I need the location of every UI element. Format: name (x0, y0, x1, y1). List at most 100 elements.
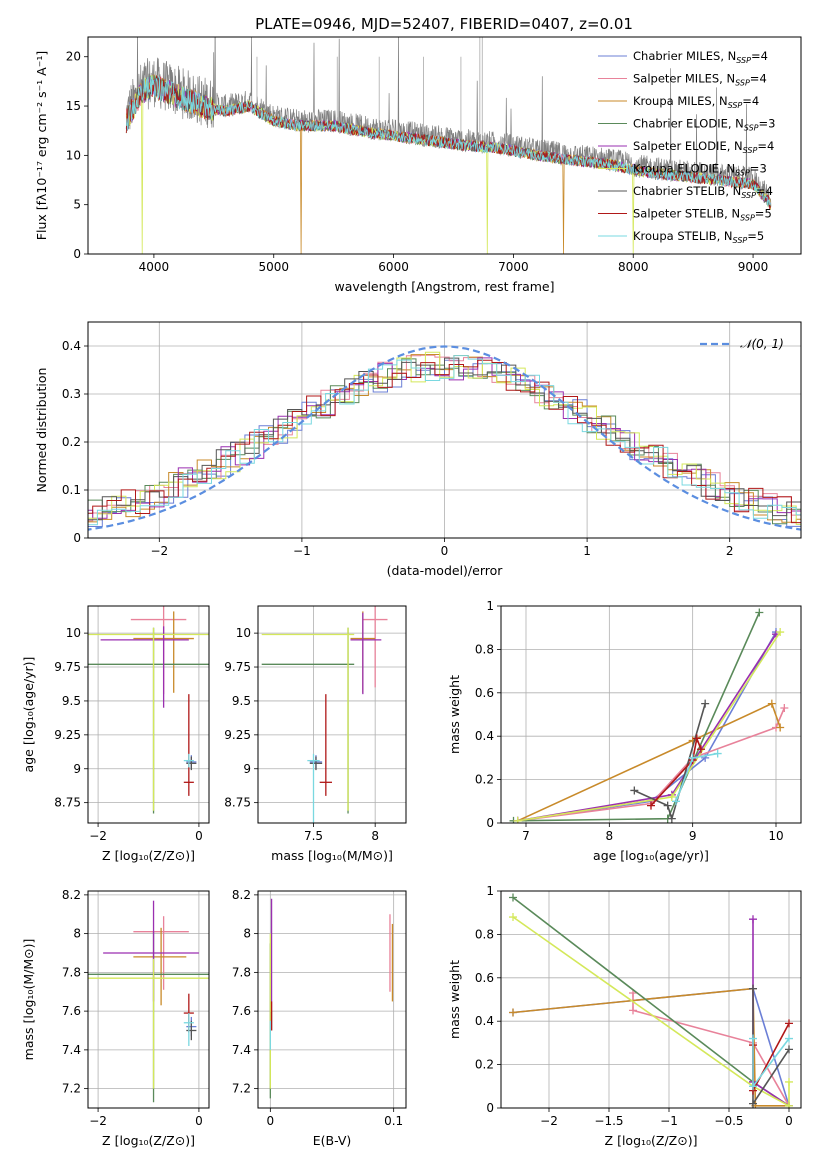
x-tick-label: 5000 (258, 260, 289, 274)
plot-area (258, 606, 406, 823)
series-marker (785, 1019, 793, 1028)
y-tick-label: 7.2 (62, 1082, 81, 1096)
y-tick-label: 0.6 (475, 686, 494, 700)
data-point-7 (319, 694, 332, 796)
series-marker (647, 801, 655, 810)
legend-model-name: Chabrier ELODIE (633, 117, 728, 131)
x-axis-label: Z [log₁₀(Z/Z⊙)] (605, 1133, 698, 1148)
series-marker (785, 1045, 793, 1054)
y-tick-label: 0 (73, 247, 81, 261)
x-tick-label: 4000 (139, 260, 170, 274)
y-tick-label: 7.6 (62, 1004, 81, 1018)
y-tick-label: 8 (73, 927, 81, 941)
y-tick-label: 15 (66, 99, 81, 113)
x-tick-label: 0 (441, 544, 449, 558)
plot-content (258, 606, 406, 823)
series-line-6 (633, 703, 706, 822)
y-tick-label: 1 (486, 884, 494, 898)
y-tick-label: 10 (236, 626, 251, 640)
y-tick-label: 7.8 (62, 965, 81, 979)
data-point-8 (307, 753, 320, 823)
legend-entry: Chabrier ELODIE, NSSP=3 (633, 117, 775, 133)
series-marker (785, 1034, 793, 1043)
series-marker (667, 814, 676, 823)
data-point-6 (309, 756, 323, 771)
y-tick-label: 8.75 (54, 796, 81, 810)
y-tick-label: 0.1 (62, 483, 81, 497)
series-marker (513, 816, 522, 823)
y-tick-label: 9.75 (224, 660, 251, 674)
x-axis-label: Z [log₁₀(Z/Z⊙)] (102, 848, 195, 863)
legend-model-name: Chabrier MILES (633, 49, 720, 63)
y-tick-label: 0.2 (62, 435, 81, 449)
x-tick-label: 9000 (738, 260, 769, 274)
x-tick-label: 0 (785, 1114, 793, 1128)
series-marker (629, 1006, 637, 1015)
x-tick-label: 6000 (378, 260, 409, 274)
series-marker (780, 703, 789, 712)
legend-entry: Salpeter STELIB, NSSP=5 (633, 207, 772, 223)
x-tick-label: 10 (768, 829, 783, 843)
x-tick-label: −2 (150, 544, 168, 558)
legend-entry: Salpeter ELODIE, NSSP=4 (633, 139, 774, 155)
x-axis-label: wavelength [Angstrom, rest frame] (334, 279, 554, 294)
series-marker (776, 628, 785, 637)
residual-histogram-8 (88, 355, 801, 526)
data-point-2 (133, 927, 187, 1006)
y-tick-label: 9 (243, 762, 251, 776)
series-marker (630, 786, 639, 795)
figure-title: PLATE=0946, MJD=52407, FIBERID=0407, z=0… (255, 15, 633, 33)
legend-model-name: Kroupa ELODIE (633, 162, 719, 176)
normal-reference-curve (88, 345, 801, 531)
y-axis-label: mass weight (447, 960, 462, 1039)
y-tick-label: 0.4 (475, 1014, 494, 1028)
y-tick-label: 9.5 (62, 694, 81, 708)
x-tick-label: 7000 (498, 260, 529, 274)
plot-content (88, 322, 801, 538)
panel-age_vs_mass: 7.5 8 8.75 9 9.25 9.5 9.75 10 mass [log₁₀(M/M⊙)] (224, 605, 407, 863)
series-line-2 (517, 702, 781, 822)
legend-entry: 𝒩(0, 1) (740, 337, 784, 351)
series-marker (749, 1082, 757, 1091)
x-tick-label: 8 (606, 829, 614, 843)
series-marker (663, 801, 672, 810)
axes-frame (500, 605, 802, 824)
series-marker (776, 723, 785, 732)
data-point-4 (350, 612, 382, 695)
series-marker (692, 734, 701, 743)
x-tick-label: 0 (195, 829, 203, 843)
y-tick-label: 0 (486, 816, 494, 830)
series-marker (749, 1034, 757, 1043)
x-tick-label: 0 (195, 1114, 203, 1128)
data-point-1 (362, 606, 388, 688)
panel-massweight_vs_Z: −2 −1.5 −1 −0.5 0 0 0.2 0.4 0.6 0.8 1 Z [log₁₀(Z/Z⊙… (447, 884, 802, 1148)
legend-model-name: Salpeter MILES (633, 72, 719, 86)
axes-frame (500, 890, 802, 1109)
plot-area (88, 891, 209, 1108)
y-tick-label: 8 (243, 927, 251, 941)
plot-content (88, 606, 209, 823)
panel-spectrum: 4000 5000 6000 7000 8000 9000 0 5 10 15 20 waveleng… (34, 36, 802, 294)
legend-nssp: 4 (759, 72, 766, 86)
series-marker (785, 1101, 793, 1108)
plot-content (501, 891, 801, 1108)
legend-entry: Kroupa STELIB, NSSP=5 (633, 229, 764, 245)
y-tick-label: 10 (66, 148, 81, 162)
series-line-2 (512, 987, 789, 1107)
series-marker (749, 1099, 757, 1108)
axes-frame (257, 605, 407, 824)
y-tick-label: 7.2 (232, 1082, 251, 1096)
y-axis-label: Flux [fλ10⁻¹⁷ erg cm⁻² s⁻¹ A⁻¹] (34, 51, 49, 240)
y-tick-label: 9 (73, 762, 81, 776)
series-marker (697, 745, 705, 754)
model-spectrum-8 (125, 75, 771, 206)
y-tick-label: 0.8 (475, 642, 494, 656)
legend-nssp: 4 (767, 139, 774, 153)
x-tick-label: 2 (726, 544, 734, 558)
x-tick-label: −2 (540, 1114, 558, 1128)
panel-age_vs_Z: −2 0 8.75 9 9.25 9.5 9.75 10 Z [log₁₀(Z/Z⊙)] age … (21, 605, 210, 863)
x-tick-label: 7 (522, 829, 530, 843)
y-axis-label: mass [log₁₀(M/M⊙)] (21, 939, 36, 1061)
legend-model-name: Chabrier STELIB (633, 184, 725, 198)
x-tick-label: −1 (660, 1114, 678, 1128)
